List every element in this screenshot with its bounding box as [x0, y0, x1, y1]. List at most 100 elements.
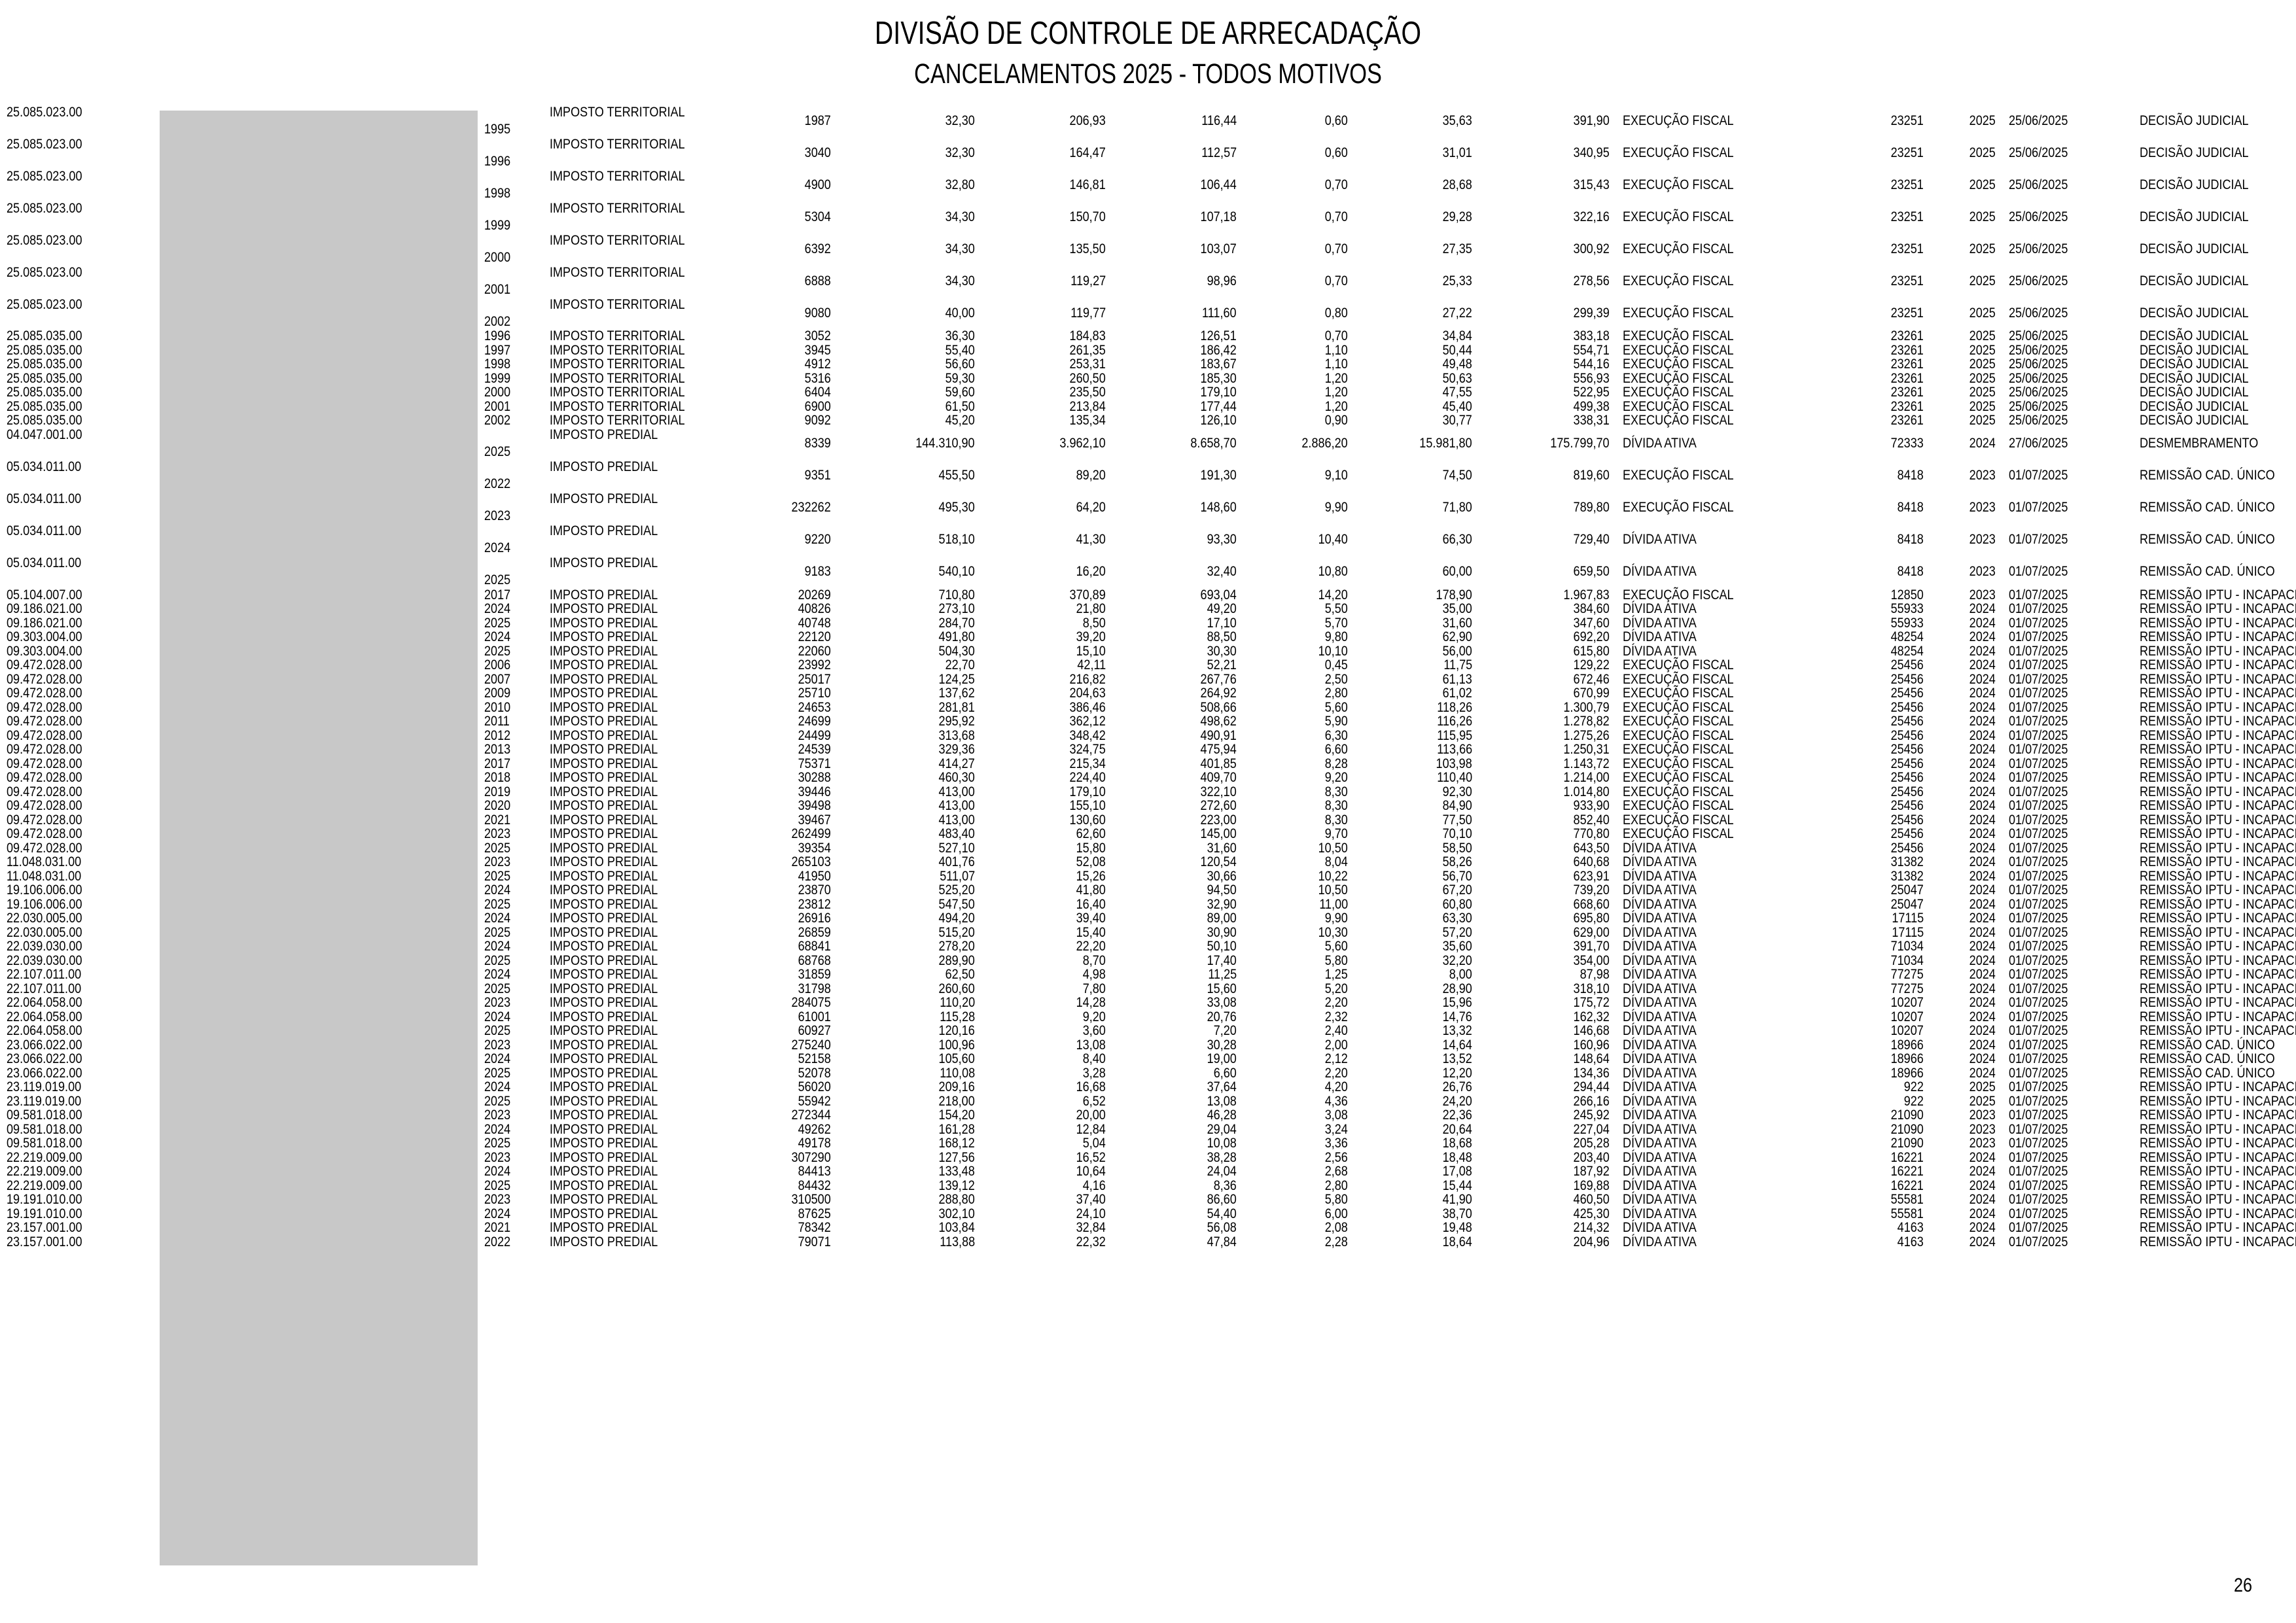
cell-valor-4: 5,20	[1243, 981, 1354, 996]
cell-valor-3: 401,85	[1112, 756, 1243, 771]
cell-processo-value: 8418	[1897, 563, 1924, 580]
cell-valor-2-value: 324,75	[1069, 741, 1106, 757]
cell-ano-value: 2025	[1969, 370, 1996, 386]
cell-exercicio: 2024	[478, 1051, 543, 1066]
cell-processo-value: 25456	[1890, 699, 1924, 715]
cell-inscricao-value: 09.472.028.00	[7, 811, 82, 828]
cell-valor-3: 50,10	[1112, 939, 1243, 954]
cell-exercicio: 2024	[478, 1079, 543, 1094]
cell-redacted	[160, 658, 478, 672]
table-row: 25.085.023.00 1998 IMPOSTO TERRITORIAL 4900…	[0, 169, 2296, 201]
cell-valor-3-value: 93,30	[1207, 531, 1237, 548]
cell-lancamento: 22120	[713, 629, 838, 644]
cell-situacao: DÍVIDA ATIVA	[1616, 911, 1832, 926]
cell-valor-5-value: 115,95	[1437, 727, 1472, 743]
cell-total-value: 544,16	[1573, 356, 1610, 372]
cell-valor-1-value: 209,16	[938, 1079, 975, 1094]
cell-exercicio-value: 2023	[484, 826, 511, 841]
cell-valor-4-value: 10,50	[1318, 882, 1348, 898]
cell-valor-3: 30,90	[1112, 925, 1243, 940]
cell-valor-4-value: 0,70	[1324, 176, 1348, 192]
cell-valor-3-value: 475,94	[1200, 741, 1237, 757]
cell-exercicio-value: 2023	[484, 1036, 511, 1053]
cell-total-value: 1.300,79	[1563, 699, 1610, 715]
cell-valor-1-value: 302,10	[938, 1205, 975, 1221]
cell-data: 01/07/2025	[2002, 616, 2133, 631]
cell-valor-5-value: 35,00	[1442, 601, 1472, 616]
cell-valor-2: 4,98	[981, 967, 1112, 982]
cell-ano-value: 2025	[1969, 412, 1996, 428]
cell-exercicio-value: 2024	[484, 1205, 511, 1221]
cell-lancamento-value: 78342	[798, 1219, 831, 1235]
cell-valor-4-value: 6,30	[1324, 727, 1348, 743]
cell-exercicio-value: 2000	[484, 384, 511, 400]
cell-total-value: 1.214,00	[1563, 769, 1610, 785]
cell-processo: 21090	[1832, 1136, 1930, 1151]
cell-exercicio-value: 2025	[484, 572, 511, 588]
cell-valor-4: 0,70	[1243, 233, 1354, 265]
cell-valor-4-value: 9,70	[1324, 826, 1348, 841]
cell-valor-4: 1,20	[1243, 371, 1354, 386]
cell-situacao: EXECUÇÃO FISCAL	[1616, 798, 1832, 813]
cell-valor-2-value: 32,84	[1076, 1219, 1106, 1235]
cell-situacao-value: EXECUÇÃO FISCAL	[1623, 328, 1734, 343]
cell-processo-value: 23261	[1890, 412, 1924, 428]
cell-exercicio: 2001	[478, 399, 543, 414]
cell-lancamento-value: 68768	[798, 952, 831, 968]
cell-exercicio: 2025	[478, 644, 543, 659]
cell-processo: 23261	[1832, 328, 1930, 343]
cell-valor-4-value: 8,30	[1324, 811, 1348, 828]
cell-valor-3-value: 94,50	[1207, 882, 1237, 898]
cell-motivo-value: REMISSÃO CAD. ÚNICO	[2140, 467, 2275, 483]
cell-ano: 2024	[1930, 601, 2002, 616]
cell-motivo: REMISSÃO IPTU - INCAPACIDADE FINANCEIRA	[2133, 784, 2296, 799]
cell-valor-3-value: 89,00	[1207, 910, 1237, 926]
cell-redacted	[160, 1038, 478, 1053]
cell-motivo-value: DECISÃO JUDICIAL	[2140, 328, 2249, 343]
cell-data-value: 01/07/2025	[2009, 1233, 2068, 1249]
cell-tributo-value: IMPOSTO TERRITORIAL	[550, 398, 685, 414]
cell-processo: 922	[1832, 1094, 1930, 1109]
cell-valor-4: 1,20	[1243, 385, 1354, 400]
cell-valor-3-value: 31,60	[1207, 839, 1237, 856]
cell-lancamento: 9092	[713, 413, 838, 428]
cell-inscricao: 23.066.022.00	[0, 1051, 160, 1066]
cell-redacted	[160, 982, 478, 996]
cell-valor-2: 224,40	[981, 770, 1112, 785]
cell-situacao: DÍVIDA ATIVA	[1616, 967, 1832, 982]
cell-lancamento-value: 68841	[798, 938, 831, 954]
cell-redacted	[160, 1221, 478, 1235]
cell-situacao-value: EXECUÇÃO FISCAL	[1623, 412, 1734, 428]
cell-valor-5-value: 62,90	[1442, 629, 1472, 644]
cell-data-value: 01/07/2025	[2009, 1121, 2068, 1137]
cell-ano-value: 2024	[1969, 657, 1996, 672]
cell-valor-1-value: 110,20	[940, 994, 975, 1010]
cell-situacao-value: EXECUÇÃO FISCAL	[1623, 384, 1734, 400]
cell-processo-value: 25456	[1890, 839, 1924, 856]
cell-motivo-value: REMISSÃO IPTU - INCAPACIDADE FINANCEIRA	[2140, 854, 2296, 869]
cell-inscricao: 23.066.022.00	[0, 1066, 160, 1081]
table-row: 25.085.035.00 2000 IMPOSTO TERRITORIAL 6404…	[0, 385, 2296, 400]
cell-valor-1-value: 139,12	[938, 1177, 975, 1193]
cell-valor-1: 455,50	[838, 460, 981, 492]
cell-situacao: EXECUÇÃO FISCAL	[1616, 812, 1832, 828]
cell-valor-1: 527,10	[838, 841, 981, 856]
table-row: 23.157.001.00 2021 IMPOSTO PREDIAL 78342 103…	[0, 1219, 2296, 1235]
cell-motivo-value: DECISÃO JUDICIAL	[2140, 341, 2249, 358]
cell-processo: 23261	[1832, 371, 1930, 386]
cell-total: 1.967,83	[1479, 587, 1616, 602]
cell-valor-3-value: 8.658,70	[1190, 435, 1237, 451]
cell-processo: 922	[1832, 1079, 1930, 1094]
cell-valor-1-value: 273,10	[938, 601, 975, 616]
cell-processo-value: 23261	[1890, 328, 1924, 343]
cell-lancamento-value: 6392	[804, 240, 831, 256]
cell-valor-4: 6,60	[1243, 742, 1354, 757]
cell-valor-3-value: 30,66	[1207, 867, 1237, 884]
cell-valor-4-value: 2,20	[1324, 1064, 1348, 1081]
cell-exercicio-value: 2023	[484, 854, 511, 869]
cell-valor-4: 2,68	[1243, 1164, 1354, 1179]
cell-processo: 71034	[1832, 953, 1930, 968]
cell-redacted	[160, 1179, 478, 1193]
cell-data-value: 25/06/2025	[2009, 328, 2068, 343]
cell-lancamento: 3052	[713, 328, 838, 343]
